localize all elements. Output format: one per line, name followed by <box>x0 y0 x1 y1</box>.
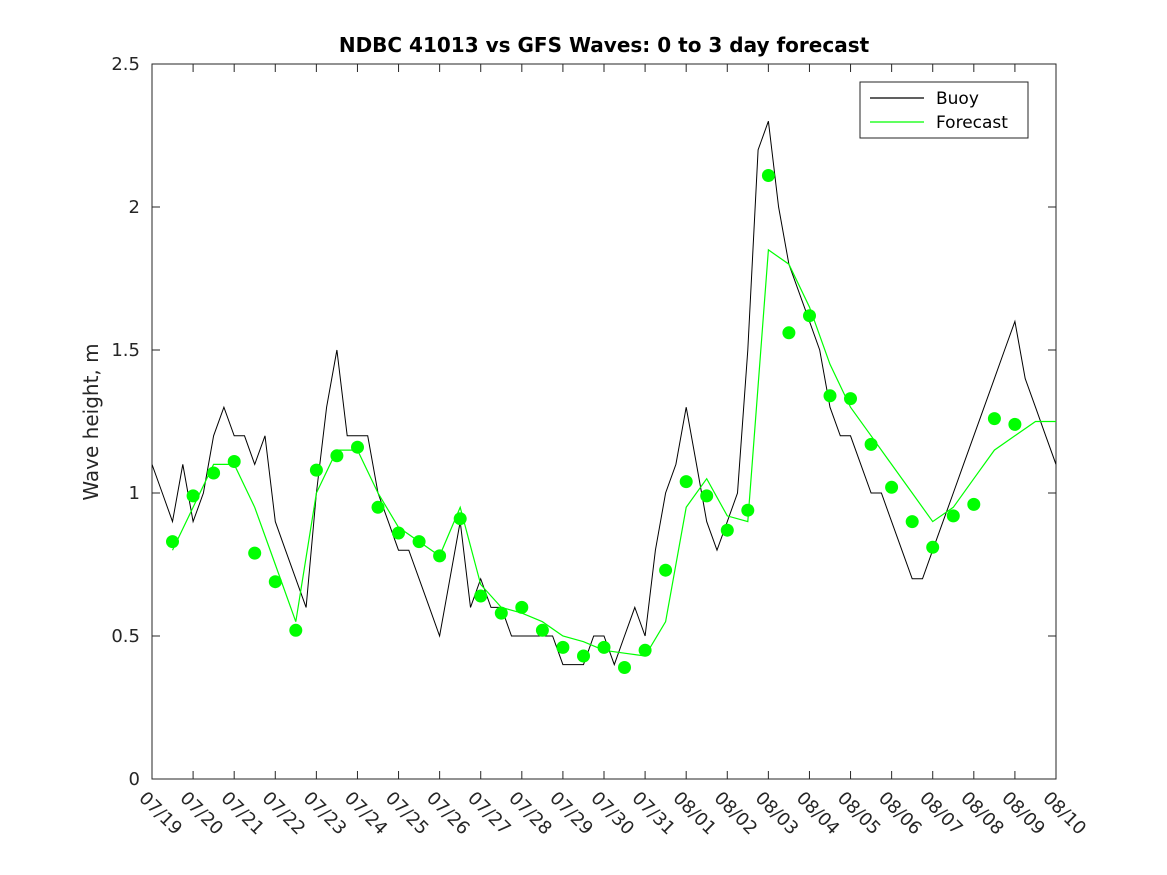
forecast-point <box>638 643 652 657</box>
forecast-point <box>474 589 488 603</box>
forecast-point <box>207 466 221 480</box>
y-tick-label: 0 <box>129 769 140 790</box>
forecast-point <box>618 661 631 674</box>
forecast-point <box>330 449 344 463</box>
forecast-point <box>967 497 981 511</box>
legend: Buoy Forecast <box>859 81 1029 139</box>
forecast-point <box>803 309 816 323</box>
chart-title: NDBC 41013 vs GFS Waves: 0 to 3 day fore… <box>339 33 870 57</box>
forecast-point <box>782 326 796 340</box>
forecast-point <box>741 503 755 517</box>
legend-label: Buoy <box>936 89 979 109</box>
forecast-point <box>186 489 200 503</box>
forecast-point <box>823 389 837 403</box>
forecast-point <box>761 169 775 182</box>
forecast-point <box>494 606 508 620</box>
forecast-point <box>946 509 960 523</box>
forecast-point <box>926 540 940 554</box>
forecast-point <box>597 640 611 654</box>
forecast-point <box>453 512 467 526</box>
forecast-point <box>268 575 282 589</box>
y-tick-label: 1.5 <box>111 340 140 361</box>
y-tick-label: 1 <box>129 483 140 504</box>
series-line-buoy <box>152 121 1056 667</box>
legend-label: Forecast <box>936 113 1008 133</box>
forecast-point <box>166 535 179 549</box>
y-axis-label: Wave height, m <box>79 343 103 500</box>
forecast-point <box>248 546 262 560</box>
forecast-point <box>412 535 426 549</box>
y-tick-label: 0.5 <box>111 626 140 647</box>
forecast-point <box>535 623 549 637</box>
forecast-point <box>392 526 405 540</box>
forecast-point <box>844 392 857 406</box>
forecast-point <box>885 480 899 494</box>
forecast-point <box>289 623 303 637</box>
series-line-forecast <box>171 248 1056 657</box>
forecast-point <box>1008 417 1022 431</box>
legend-box <box>859 81 1029 139</box>
forecast-point <box>577 649 590 663</box>
forecast-point <box>351 440 364 454</box>
forecast-point <box>700 489 714 503</box>
forecast-point <box>556 640 570 654</box>
forecast-point <box>433 549 447 563</box>
forecast-point <box>309 463 323 477</box>
forecast-point <box>371 500 385 514</box>
forecast-point <box>659 563 673 577</box>
forecast-point <box>227 455 241 468</box>
forecast-point <box>720 523 734 537</box>
y-tick-label: 2.5 <box>111 54 140 75</box>
forecast-point <box>905 515 919 529</box>
forecast-point <box>987 412 1001 426</box>
forecast-point <box>864 437 878 451</box>
forecast-point <box>679 475 693 489</box>
y-tick-label: 2 <box>129 197 140 218</box>
forecast-point <box>515 600 529 614</box>
series-group <box>152 121 1056 674</box>
